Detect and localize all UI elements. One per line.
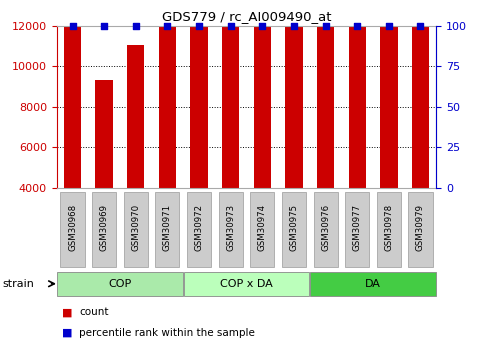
Bar: [317, 14, 334, 188]
Text: GSM30978: GSM30978: [385, 204, 393, 251]
Bar: [222, 9, 240, 188]
Bar: [190, 26, 208, 188]
Bar: [96, 80, 113, 188]
Text: COP: COP: [108, 279, 132, 289]
Text: GSM30976: GSM30976: [321, 204, 330, 251]
Point: [385, 23, 393, 29]
Text: GSM30979: GSM30979: [416, 204, 425, 251]
Point: [417, 23, 424, 29]
Bar: [253, 15, 271, 188]
Title: GDS779 / rc_AI009490_at: GDS779 / rc_AI009490_at: [162, 10, 331, 23]
Text: percentile rank within the sample: percentile rank within the sample: [79, 328, 255, 338]
FancyBboxPatch shape: [377, 192, 401, 267]
Text: GSM30970: GSM30970: [131, 204, 141, 251]
FancyBboxPatch shape: [61, 192, 84, 267]
Point: [132, 23, 140, 29]
Text: GSM30973: GSM30973: [226, 204, 235, 251]
Point: [227, 23, 235, 29]
Point: [258, 23, 266, 29]
Text: GSM30969: GSM30969: [100, 204, 108, 251]
Text: GSM30975: GSM30975: [289, 204, 298, 251]
Text: ■: ■: [62, 328, 75, 338]
Point: [195, 23, 203, 29]
Bar: [127, 45, 144, 188]
Point: [100, 23, 108, 29]
Point: [290, 23, 298, 29]
Text: GSM30974: GSM30974: [258, 204, 267, 251]
Point: [69, 23, 76, 29]
FancyBboxPatch shape: [409, 192, 432, 267]
FancyBboxPatch shape: [57, 272, 183, 296]
Point: [164, 23, 172, 29]
Text: ■: ■: [62, 307, 75, 317]
FancyBboxPatch shape: [124, 192, 148, 267]
Text: count: count: [79, 307, 108, 317]
Bar: [64, 0, 81, 188]
FancyBboxPatch shape: [187, 192, 211, 267]
FancyBboxPatch shape: [282, 192, 306, 267]
Bar: [285, 15, 303, 188]
Text: GSM30968: GSM30968: [68, 204, 77, 251]
FancyBboxPatch shape: [183, 272, 310, 296]
Bar: [159, 23, 176, 188]
Text: COP x DA: COP x DA: [220, 279, 273, 289]
Text: GSM30972: GSM30972: [195, 204, 204, 251]
Bar: [412, 0, 429, 188]
Point: [353, 23, 361, 29]
Text: DA: DA: [365, 279, 381, 289]
FancyBboxPatch shape: [310, 272, 436, 296]
FancyBboxPatch shape: [219, 192, 243, 267]
Text: strain: strain: [2, 279, 34, 289]
FancyBboxPatch shape: [345, 192, 369, 267]
FancyBboxPatch shape: [314, 192, 338, 267]
Bar: [349, 0, 366, 188]
FancyBboxPatch shape: [92, 192, 116, 267]
Point: [321, 23, 329, 29]
Text: GSM30977: GSM30977: [352, 204, 362, 251]
FancyBboxPatch shape: [155, 192, 179, 267]
Bar: [380, 0, 397, 188]
FancyBboxPatch shape: [250, 192, 274, 267]
Text: GSM30971: GSM30971: [163, 204, 172, 251]
